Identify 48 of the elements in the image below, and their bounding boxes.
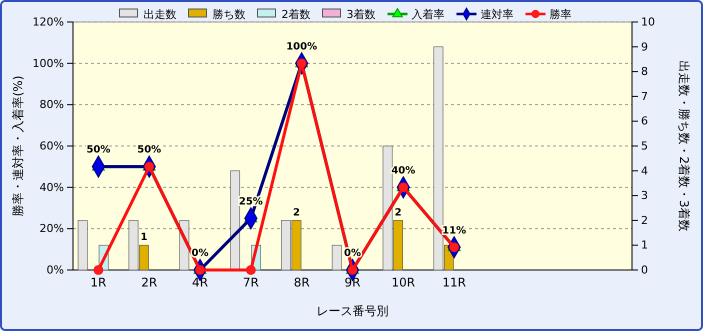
- x-tick-label: 2R: [141, 276, 158, 290]
- x-tick-label: 4R: [192, 276, 208, 290]
- data-label: 100%: [286, 41, 318, 52]
- x-tick-label: 9R: [344, 276, 360, 290]
- y2-axis-title: 出走数・勝ち数・2着数・3着数: [677, 60, 691, 232]
- y-tick-label: 0%: [46, 264, 64, 277]
- data-label: 11%: [442, 225, 466, 236]
- y-axis-title: 勝率・連対率・入着率(%): [11, 76, 25, 216]
- x-tick-label: 7R: [242, 276, 259, 290]
- y2-tick-label: 9: [641, 40, 648, 54]
- bar: [78, 220, 88, 270]
- legend-label: 入着率: [412, 8, 444, 21]
- y-tick-label: 80%: [40, 98, 64, 112]
- y2-tick-label: 6: [641, 114, 648, 128]
- y-tick-label: 60%: [40, 140, 64, 153]
- x-tick-label: 8R: [294, 276, 310, 290]
- y2-tick-label: 5: [641, 140, 648, 153]
- data-label: 50%: [86, 144, 110, 156]
- legend-label: 2着数: [282, 8, 310, 21]
- data-label: 50%: [137, 144, 162, 156]
- legend-label: 出走数: [144, 8, 176, 21]
- data-label: 2: [394, 207, 402, 218]
- y-tick-label: 120%: [32, 16, 64, 29]
- legend-label: 3着数: [346, 8, 376, 21]
- data-label: 1: [140, 232, 148, 244]
- point: [246, 265, 256, 275]
- y2-tick-label: 2: [641, 214, 648, 227]
- y-tick-label: 100%: [32, 56, 64, 70]
- y2-tick-label: 8: [641, 65, 648, 78]
- y2-tick-label: 7: [641, 90, 648, 103]
- y-tick-label: 20%: [40, 222, 64, 236]
- y2-tick-label: 10: [641, 16, 655, 29]
- data-label: 2: [292, 207, 300, 218]
- y2-tick-label: 1: [641, 238, 648, 252]
- point: [94, 265, 104, 275]
- legend-label: 勝ち数: [212, 8, 246, 21]
- y2-tick-label: 3: [641, 189, 648, 202]
- x-tick-label: 1R: [90, 276, 106, 290]
- x-axis-title: レース番号別: [316, 304, 388, 318]
- bar: [230, 170, 240, 270]
- bar: [332, 244, 342, 270]
- x-tick-label: 11R: [442, 276, 466, 290]
- legend-label: 勝率: [550, 8, 572, 21]
- y2-tick-label: 0: [641, 264, 648, 277]
- y-tick-label: 40%: [40, 180, 64, 194]
- y2-tick-label: 4: [641, 164, 648, 178]
- x-tick-label: 10R: [392, 276, 416, 290]
- legend-label: 連対率: [480, 8, 514, 21]
